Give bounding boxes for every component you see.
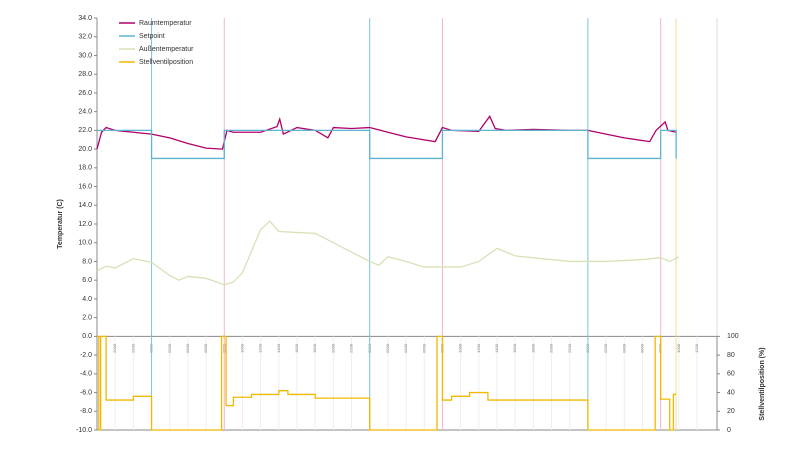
x-tick-label: 1600 [512,343,517,353]
y-tick-label: 0.0 [82,333,92,340]
x-tick-label: 2000 [112,343,117,353]
x-tick-label: 2000 [330,343,335,353]
x-tick-label: 1000 [676,343,681,353]
series-line [96,220,680,286]
y-tick-label: 30.0 [78,52,92,59]
y2-tick-label: 0 [727,427,731,434]
x-tick-label: 2200 [567,343,572,353]
y-tick-label: 14.0 [78,202,92,209]
y2-tick-label: 100 [727,333,739,340]
legend-label: Raumtemperatur [139,20,192,27]
y-tick-label: -10.0 [76,427,92,434]
y-tick-label: 22.0 [78,127,92,134]
x-tick-label: 0200 [603,343,608,353]
y-tick-label: 24.0 [78,108,92,115]
y-tick-label: -4.0 [80,371,92,378]
x-tick-label: 0400 [403,343,408,353]
x-tick-label: 1200 [258,343,263,353]
y-tick-label: -2.0 [80,352,92,359]
x-tick-label: 1400 [276,343,281,353]
y-tick-label: 28.0 [78,71,92,78]
y-tick-label: 18.0 [78,165,92,172]
y-tick-label: 16.0 [78,183,92,190]
x-tick-label: 0200 [385,343,390,353]
x-tick-label: 1200 [694,343,699,353]
x-tick-label: 1800 [312,343,317,353]
x-tick-label: 1000 [240,343,245,353]
legend: Raumtemperatur Setpoint Außentemperatur Ste… [119,20,194,66]
x-tick-label: 1000 [458,343,463,353]
y-tick-label: -8.0 [80,408,92,415]
legend-label: Außentemperatur [139,46,194,53]
series-line [97,335,677,431]
y-tick-label: 26.0 [78,90,92,97]
x-tick-label: 2000 [549,343,554,353]
y2-tick-label: 40 [727,389,735,396]
x-tick-label: 0400 [621,343,626,353]
x-tick-label: 0600 [640,343,645,353]
x-tick-label: 0200 [167,343,172,353]
y2-tick-label: 20 [727,408,735,415]
x-tick-label: 1400 [494,343,499,353]
x-tick-label: 2200 [130,343,135,353]
y-tick-label: 6.0 [82,277,92,284]
x-tick-label: 1200 [476,343,481,353]
series-line [97,129,677,160]
x-tick-label: 1600 [294,343,299,353]
y2-tick-label: 80 [727,352,735,359]
x-tick-label: 2200 [349,343,354,353]
x-tick-label: 0600 [421,343,426,353]
legend-label: Stellventilposition [139,59,193,66]
y-tick-label: 2.0 [82,314,92,321]
y-tick-label: 8.0 [82,258,92,265]
y-axis-title: Temperatur (C) [57,199,64,249]
y2-tick-label: 60 [727,371,735,378]
y-tick-label: 4.0 [82,296,92,303]
x-tick-label: 0400 [185,343,190,353]
y2-axis-title: Stellventilposition (%) [759,347,766,420]
series-line [96,115,677,150]
x-tick-label: 0600 [203,343,208,353]
y-tick-label: 34.0 [78,15,92,22]
legend-label: Setpoint [139,33,165,40]
y-tick-label: 32.0 [78,34,92,41]
y-tick-label: -6.0 [80,389,92,396]
y-tick-label: 10.0 [78,240,92,247]
x-tick-label: 1800 [530,343,535,353]
y-tick-label: 12.0 [78,221,92,228]
y-tick-label: 20.0 [78,146,92,153]
